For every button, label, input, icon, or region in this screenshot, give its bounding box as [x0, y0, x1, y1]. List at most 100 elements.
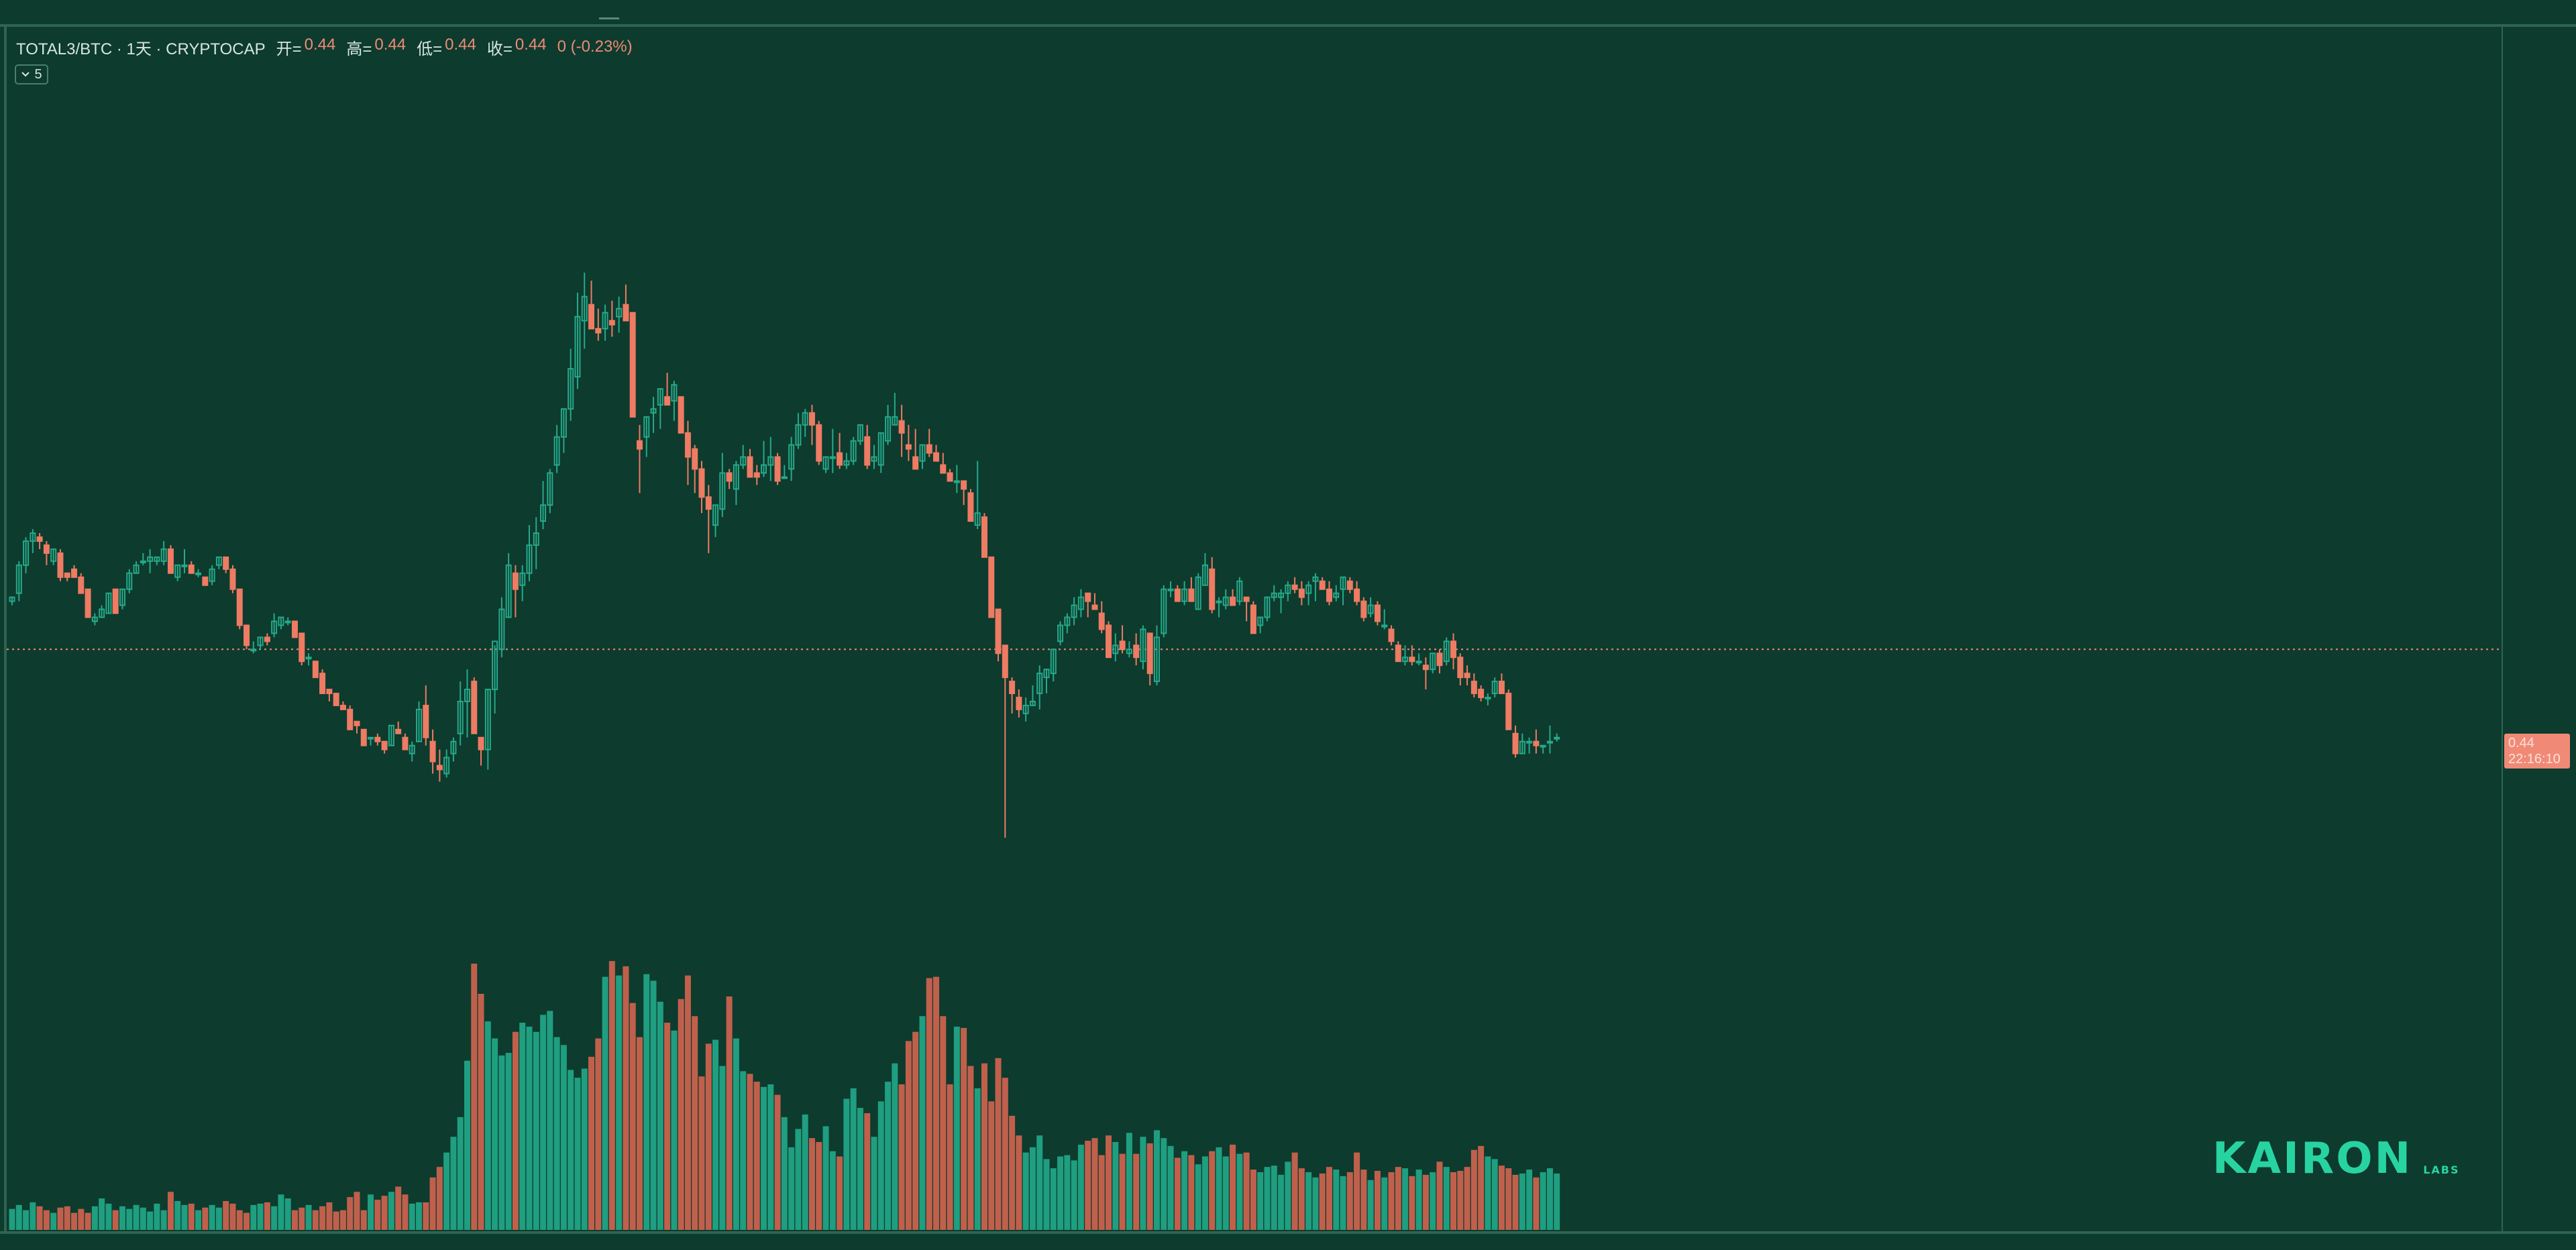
candle-body	[1140, 628, 1146, 663]
volume-bar	[608, 961, 615, 1230]
candle-body	[112, 588, 119, 614]
candle-body	[1271, 592, 1277, 598]
candle-body	[1470, 681, 1477, 695]
symbol-title[interactable]: TOTAL3/BTC · 1天 · CRYPTOCAP	[16, 40, 266, 58]
volume-bar	[1554, 1173, 1560, 1230]
volume-bar	[850, 1088, 857, 1230]
volume-bar	[940, 1016, 947, 1230]
volume-bar	[843, 1098, 850, 1230]
candle-body	[829, 456, 836, 459]
volume-bar	[540, 1015, 547, 1230]
candle-body	[1188, 588, 1195, 602]
volume-bar	[761, 1086, 767, 1230]
candle-body	[1415, 661, 1422, 664]
candle-body	[623, 304, 629, 322]
candle-body	[1478, 689, 1485, 699]
volume-bar	[1443, 1167, 1450, 1230]
candle-body	[719, 472, 726, 510]
volume-bar	[547, 1011, 553, 1230]
volume-bar	[374, 1200, 381, 1230]
volume-bar	[326, 1202, 333, 1230]
volume-bar	[877, 1101, 884, 1230]
candle-body	[1422, 665, 1429, 671]
volume-bar	[1491, 1159, 1498, 1230]
candle-body	[684, 432, 691, 458]
volume-bar	[967, 1066, 974, 1230]
volume-bar	[753, 1082, 760, 1230]
candle-body	[1257, 616, 1264, 626]
candle-body	[802, 412, 808, 426]
candle-body	[1312, 576, 1319, 582]
indicators-toggle-button[interactable]: 5	[15, 64, 48, 84]
volume-bar	[409, 1203, 415, 1230]
candle-body	[1181, 588, 1188, 602]
volume-bar	[1326, 1167, 1332, 1230]
volume-bar	[147, 1211, 154, 1230]
candle-body	[795, 424, 802, 446]
candle-body	[692, 448, 698, 470]
volume-bar	[692, 1016, 698, 1230]
kairon-labs-watermark: KAIRON LABS	[2212, 1137, 2459, 1180]
volume-bar	[299, 1207, 305, 1230]
candle-body	[864, 436, 871, 466]
volume-bar	[1009, 1115, 1016, 1230]
volume-bar	[719, 1066, 726, 1230]
volume-bar	[388, 1192, 394, 1230]
volume-bar	[1146, 1143, 1153, 1230]
candle-body	[1043, 669, 1050, 679]
candle-body	[1016, 697, 1022, 710]
candle-body	[250, 648, 257, 652]
volume-bar	[1098, 1155, 1105, 1230]
candle-body	[478, 736, 484, 750]
candle-body	[553, 436, 560, 466]
candle-body	[588, 304, 595, 330]
candle-body	[319, 673, 326, 695]
volume-bar	[1043, 1159, 1050, 1230]
volume-bar	[312, 1210, 319, 1230]
candle-body	[774, 456, 781, 482]
candle-body	[147, 556, 154, 562]
candle-body	[1146, 632, 1153, 675]
candle-body	[223, 556, 229, 570]
candle-body	[99, 608, 105, 618]
volume-bar	[981, 1063, 987, 1230]
volume-bar	[333, 1211, 339, 1230]
candle-body	[1402, 657, 1409, 663]
candle-body	[326, 689, 333, 695]
candle-body	[533, 532, 539, 546]
candle-body	[471, 681, 478, 734]
open-value: 0.44	[304, 35, 336, 54]
high-value-group: 高= 0.44	[346, 36, 406, 59]
candle-body	[457, 700, 464, 734]
candle-body	[50, 548, 57, 562]
volume-bar	[1112, 1141, 1119, 1230]
candle-body	[1064, 616, 1071, 626]
volume-bar	[354, 1192, 360, 1230]
volume-bar	[1195, 1164, 1201, 1230]
volume-bar	[1091, 1138, 1098, 1230]
candle-body	[1298, 588, 1305, 598]
volume-bar	[560, 1045, 567, 1230]
volume-bar	[291, 1210, 298, 1230]
candle-body	[1153, 636, 1160, 683]
candle-body	[643, 416, 650, 438]
candle-body	[85, 588, 91, 618]
volume-bar	[1064, 1155, 1071, 1230]
candle-body	[781, 476, 788, 479]
volume-bar	[464, 1060, 470, 1230]
volume-bar	[250, 1204, 257, 1230]
volume-bar	[91, 1206, 98, 1230]
pane-resize-handle[interactable]	[599, 17, 619, 19]
volume-bar	[1106, 1135, 1112, 1230]
low-value: 0.44	[445, 35, 476, 54]
volume-bar	[726, 996, 733, 1230]
candle-body	[1346, 580, 1353, 590]
candle-body	[919, 444, 926, 462]
volume-bar	[1230, 1144, 1236, 1230]
volume-bar	[57, 1207, 64, 1230]
volume-bar	[1470, 1149, 1477, 1230]
candle-body	[1498, 681, 1505, 695]
candle-body	[568, 367, 574, 410]
